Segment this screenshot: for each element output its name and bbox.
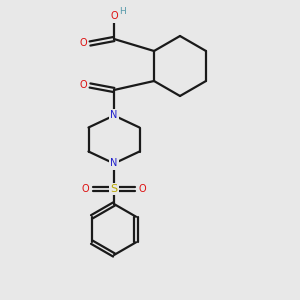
Text: N: N	[110, 158, 118, 169]
Text: O: O	[80, 38, 87, 49]
Text: N: N	[110, 110, 118, 121]
Text: S: S	[110, 184, 118, 194]
Text: O: O	[139, 184, 146, 194]
Text: O: O	[82, 184, 89, 194]
Text: O: O	[80, 80, 87, 91]
Text: O: O	[110, 11, 118, 22]
Text: H: H	[120, 8, 126, 16]
